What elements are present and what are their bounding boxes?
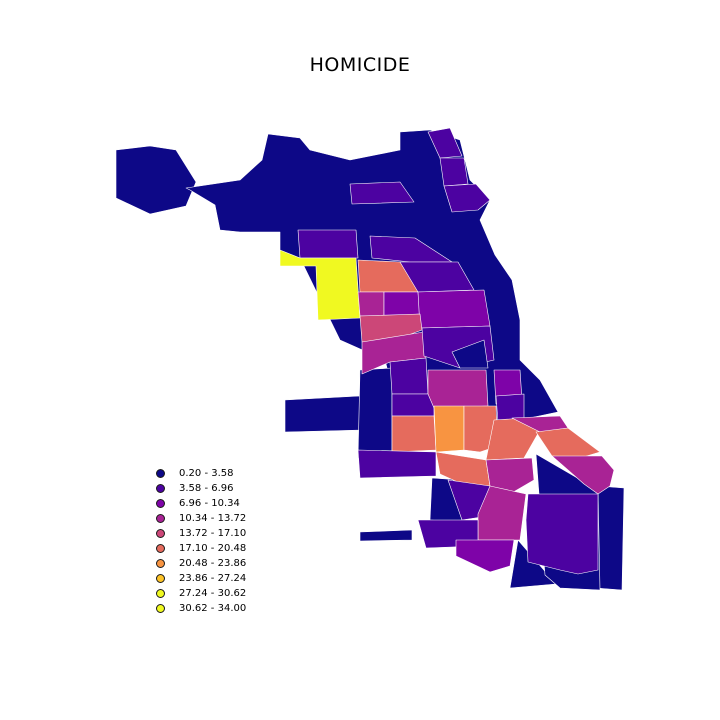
legend-item: 23.86 - 27.24 [156, 571, 246, 586]
legend-swatch [156, 514, 165, 523]
legend-item: 10.34 - 13.72 [156, 511, 246, 526]
region-southwest-west [357, 367, 393, 459]
region-south-deering [525, 493, 599, 575]
legend-swatch [156, 469, 165, 478]
legend-swatch [156, 544, 165, 553]
region-east-garfield [383, 291, 421, 317]
legend-label: 20.48 - 23.86 [179, 558, 247, 569]
region-far-southwest-tip [359, 529, 413, 542]
region-edgewater [439, 157, 469, 187]
region-austin [279, 249, 361, 321]
legend-swatch [156, 484, 165, 493]
legend-item: 20.48 - 23.86 [156, 556, 246, 571]
legend-item: 0.20 - 3.58 [156, 466, 246, 481]
region-gage-park [391, 415, 437, 453]
legend-item: 6.96 - 10.34 [156, 496, 246, 511]
legend-swatch [156, 559, 165, 568]
region-west-stub [284, 395, 363, 433]
legend-swatch [156, 589, 165, 598]
region-rogers-park [427, 127, 463, 159]
region-west-garfield [357, 291, 385, 317]
community-areas [279, 127, 615, 575]
legend-item: 13.72 - 17.10 [156, 526, 246, 541]
legend-swatch [156, 499, 165, 508]
region-albany-park [349, 181, 415, 205]
region-brighton-park [389, 357, 429, 395]
legend-item: 3.58 - 6.96 [156, 481, 246, 496]
region-near-west [417, 289, 491, 329]
legend-item: 30.62 - 34.00 [156, 601, 246, 616]
region-new-city [427, 369, 489, 409]
legend-label: 0.20 - 3.58 [179, 468, 234, 479]
legend-label: 6.96 - 10.34 [179, 498, 240, 509]
legend-label: 30.62 - 34.00 [179, 603, 247, 614]
region-west-englewood [433, 405, 465, 453]
region-chicago-lawn [357, 449, 437, 479]
region-south-chicago [551, 455, 615, 495]
region-southeast-coast [595, 485, 625, 591]
region-chatham [485, 457, 535, 495]
legend-label: 10.34 - 13.72 [179, 513, 247, 524]
legend-item: 27.24 - 30.62 [156, 586, 246, 601]
region-belmont [297, 229, 359, 259]
region-west-pullman [455, 539, 515, 573]
region-bridgeport [451, 339, 489, 369]
region-uptown [443, 183, 491, 213]
legend-label: 13.72 - 17.10 [179, 528, 247, 539]
region-south-shore [535, 427, 601, 459]
legend-label: 23.86 - 27.24 [179, 573, 247, 584]
legend-swatch [156, 604, 165, 613]
map-title: HOMICIDE [309, 54, 411, 76]
legend-swatch [156, 574, 165, 583]
legend-swatch [156, 529, 165, 538]
region-far-northwest [115, 145, 197, 215]
legend-label: 27.24 - 30.62 [179, 588, 247, 599]
legend-item: 17.10 - 20.48 [156, 541, 246, 556]
region-mckinley-park [391, 393, 435, 417]
legend-label: 3.58 - 6.96 [179, 483, 234, 494]
legend-label: 17.10 - 20.48 [179, 543, 247, 554]
legend: 0.20 - 3.58 3.58 - 6.96 6.96 - 10.34 10.34 … [156, 466, 246, 616]
